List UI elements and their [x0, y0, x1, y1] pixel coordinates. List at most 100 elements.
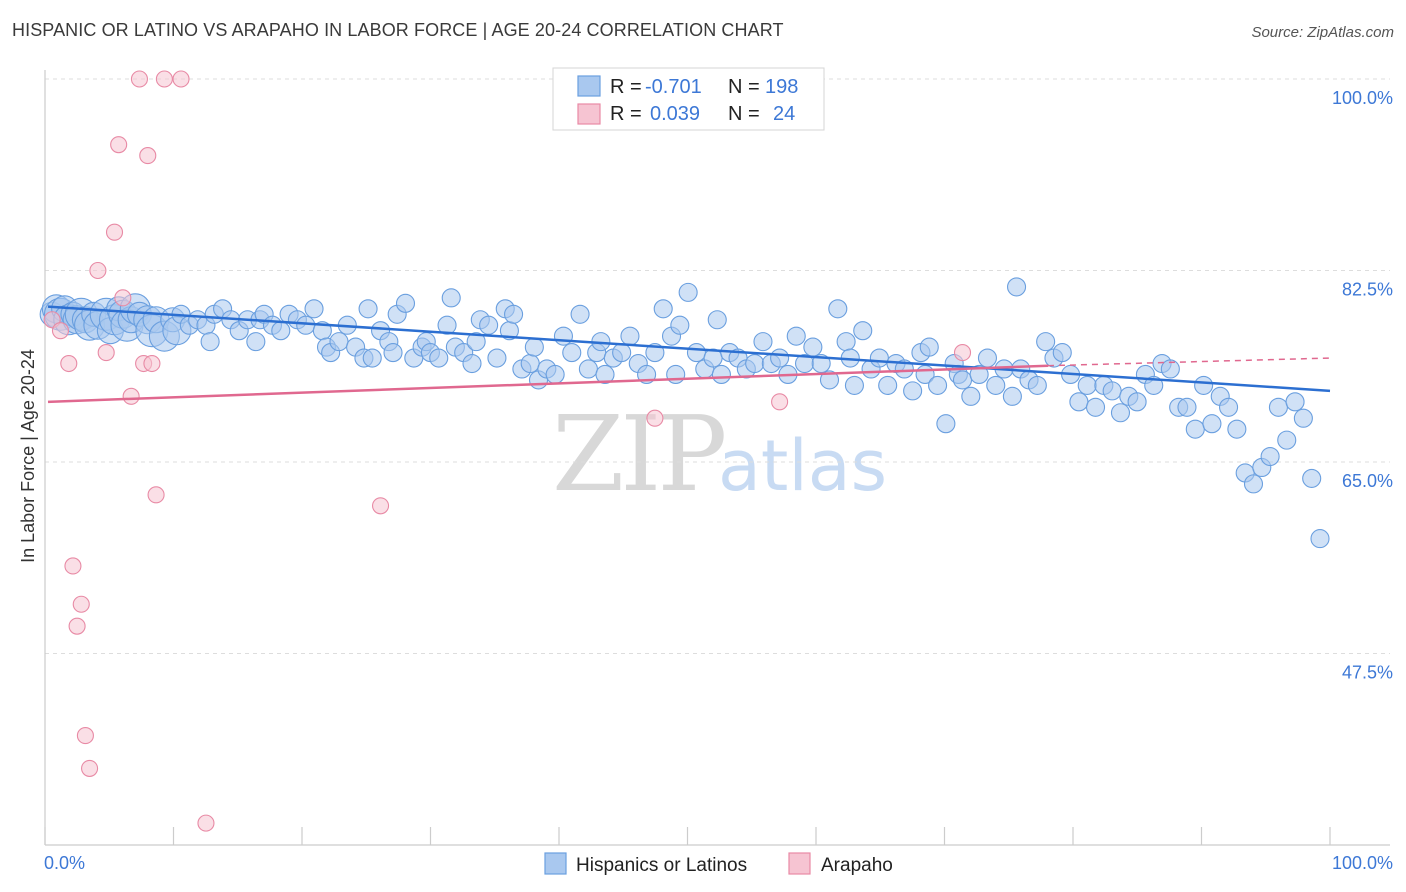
- arapaho-point: [72, 595, 90, 613]
- trend-lines: [47, 305, 1331, 404]
- hispanics-point: [553, 326, 574, 346]
- hispanics-point: [246, 332, 266, 352]
- hispanics-point: [753, 332, 773, 352]
- arapaho-point: [68, 617, 86, 635]
- hispanics-point: [919, 337, 939, 357]
- hispanics-point: [803, 337, 823, 357]
- arapaho-point: [143, 354, 161, 373]
- hispanics-point: [1127, 392, 1147, 412]
- arapaho-point: [197, 814, 215, 832]
- hispanics-point: [1002, 386, 1022, 406]
- hispanics-point: [545, 364, 565, 385]
- arapaho-point: [646, 409, 664, 427]
- arapaho-point: [147, 486, 165, 504]
- hispanics-point: [711, 364, 731, 385]
- hispanics-point: [977, 348, 998, 368]
- hispanics-point: [707, 310, 727, 330]
- arapaho-point: [97, 344, 115, 362]
- arapaho-point: [771, 393, 789, 411]
- hispanics-point: [462, 353, 482, 374]
- bottom-legend: Hispanics or Latinos Arapaho: [544, 852, 893, 876]
- x-tick-label-1: 100.0%: [1332, 853, 1393, 873]
- arapaho-point: [122, 387, 140, 405]
- arapaho-point: [105, 223, 124, 241]
- hispanics-point: [1277, 430, 1297, 450]
- hispanics-point: [524, 337, 544, 357]
- legend-n-value-1: 198: [765, 76, 798, 98]
- hispanics-point: [1302, 468, 1322, 488]
- hispanics-point: [853, 321, 873, 341]
- hispanics-point: [1027, 375, 1047, 395]
- hispanics-point: [936, 414, 956, 434]
- hispanics-point: [383, 343, 403, 363]
- bottom-legend-label-hispanics: Hispanics or Latinos: [576, 855, 747, 876]
- axes: [44, 70, 1390, 846]
- arapaho-point: [130, 70, 149, 88]
- hispanics-point: [1110, 403, 1131, 423]
- y-tick-label-0: 100.0%: [1332, 88, 1393, 108]
- bottom-legend-swatch-pink: [788, 852, 811, 875]
- hispanics-point: [304, 299, 324, 319]
- trend-line-hispanics: [47, 305, 1331, 393]
- arapaho-point: [371, 497, 390, 515]
- x-tick-label-0: 0.0%: [44, 853, 85, 873]
- hispanics-point: [329, 332, 349, 352]
- stats-legend: R = -0.701 N = 198 R = 0.039 N = 24: [552, 67, 825, 131]
- arapaho-point: [51, 322, 70, 340]
- arapaho-point: [110, 136, 128, 154]
- hispanics-point: [1006, 277, 1027, 297]
- hispanics-point: [437, 315, 457, 335]
- hispanics-point: [786, 326, 806, 346]
- arapaho-point: [953, 344, 972, 362]
- hispanics-point: [678, 282, 698, 302]
- legend-r-label-1: R =: [610, 76, 642, 98]
- hispanics-point: [570, 304, 590, 324]
- chart-title: HISPANIC OR LATINO VS ARAPAHO IN LABOR F…: [12, 20, 784, 40]
- hispanics-point: [670, 315, 690, 335]
- hispanics-point: [562, 343, 582, 363]
- trend-line-arapaho: [47, 364, 1049, 404]
- hispanics-point: [612, 343, 632, 363]
- hispanics-point: [487, 348, 507, 368]
- hispanics-point: [811, 353, 831, 374]
- hispanics-point: [1069, 392, 1089, 412]
- hispanics-point: [362, 348, 382, 368]
- legend-swatch-pink: [577, 103, 601, 125]
- hispanics-point: [903, 381, 923, 401]
- hispanics-point: [819, 370, 840, 390]
- hispanics-point: [1077, 375, 1097, 395]
- bottom-legend-swatch-blue: [544, 852, 567, 875]
- hispanics-point: [770, 348, 790, 368]
- hispanics-point: [1177, 397, 1197, 417]
- watermark-atlas: atlas: [718, 425, 887, 507]
- legend-r-value-2: 0.039: [650, 103, 700, 125]
- hispanics-point: [1194, 375, 1214, 395]
- hispanics-point: [200, 332, 220, 352]
- hispanics-point: [666, 364, 686, 385]
- arapaho-point: [139, 147, 157, 165]
- arapaho-point: [155, 70, 173, 88]
- hispanics-point: [1293, 408, 1313, 428]
- y-tick-label-3: 47.5%: [1342, 663, 1393, 683]
- legend-n-label-1: N =: [728, 76, 760, 98]
- hispanics-point: [441, 288, 461, 308]
- hispanics-point: [1260, 446, 1280, 467]
- hispanics-point: [1268, 397, 1288, 417]
- hispanics-point: [745, 353, 765, 374]
- hispanics-point: [358, 299, 378, 319]
- hispanics-point: [271, 321, 291, 341]
- arapaho-point: [114, 289, 132, 307]
- hispanics-point: [395, 293, 416, 313]
- trend-line-arapaho-extension: [1047, 357, 1331, 367]
- hispanics-point: [1202, 414, 1222, 434]
- hispanics-point: [1243, 474, 1264, 494]
- hispanics-point: [578, 359, 598, 379]
- hispanics-point: [1227, 419, 1247, 439]
- arapaho-point: [60, 354, 78, 373]
- bottom-legend-label-arapaho: Arapaho: [821, 855, 893, 876]
- hispanics-point: [466, 332, 486, 352]
- hispanics-point: [645, 343, 665, 363]
- y-tick-labels: 100.0% 82.5% 65.0% 47.5%: [1332, 88, 1393, 683]
- arapaho-point: [172, 70, 190, 88]
- legend-swatch-blue: [577, 75, 601, 97]
